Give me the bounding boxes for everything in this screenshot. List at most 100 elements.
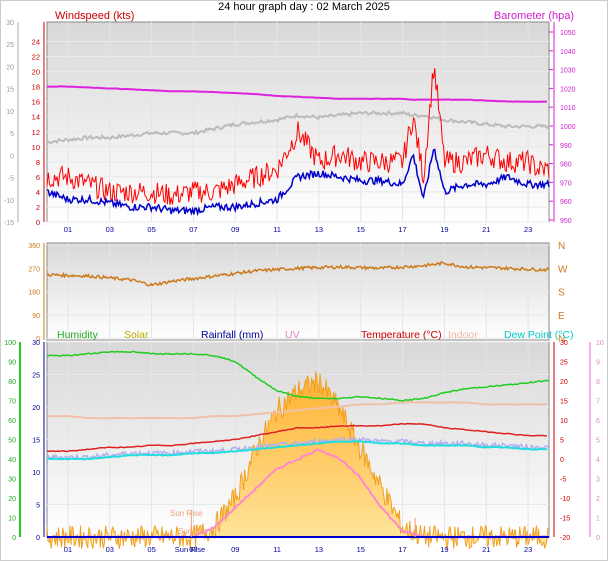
barometer-tick-label: 980 <box>560 162 572 169</box>
compass-label: W <box>558 264 568 275</box>
temperature-tick-label: -10 <box>4 198 14 205</box>
temperature-tick-label: 20 <box>560 379 568 386</box>
temperature-tick-label: 25 <box>6 42 14 49</box>
barometer-tick-label: 960 <box>560 199 572 206</box>
uv-tick-label: 9 <box>596 360 600 367</box>
dew-point-line <box>46 440 547 461</box>
barometer-tick-label: 970 <box>560 180 572 187</box>
wind-x-tick-label: 03 <box>106 225 114 234</box>
temperature-line <box>46 422 548 453</box>
humidity-tick-label: 10 <box>8 516 16 523</box>
compass-label: N <box>558 241 565 252</box>
humidity-tick-label: 50 <box>8 438 16 445</box>
temperature-tick-label: -10 <box>560 496 570 503</box>
sunrise-label: Sun Rise <box>170 509 203 518</box>
legend-temperature-c: Temperature (°C) <box>361 329 442 341</box>
bottom-x-tick-label: 03 <box>106 545 114 554</box>
bottom-x-tick-label: 15 <box>357 545 365 554</box>
wind-x-tick-label: 01 <box>64 225 72 234</box>
direction-tick-label: 0 <box>36 336 40 343</box>
rainfall-tick-label: 30 <box>32 340 40 347</box>
wind-x-tick-label: 23 <box>524 225 532 234</box>
barometer-tick-label: 1020 <box>560 86 576 93</box>
uv-tick-label: 10 <box>596 340 604 347</box>
wind-tick-label: 10 <box>32 143 40 152</box>
humidity-tick-label: 70 <box>8 399 16 406</box>
legend-humidity: Humidity <box>57 329 99 341</box>
barometer-tick-label: 1040 <box>560 49 576 56</box>
windspeed-line <box>46 148 550 217</box>
humidity-tick-label: 90 <box>8 360 16 367</box>
humidity-tick-label: 30 <box>8 477 16 484</box>
temperature-tick-label: 10 <box>6 109 14 116</box>
temperature-tick-label: 10 <box>560 418 568 425</box>
legend-solar: Solar <box>124 329 149 341</box>
wind-x-tick-label: 21 <box>482 225 490 234</box>
temperature-tick-label: 15 <box>6 87 14 94</box>
wind-axis-title: Windspeed (kts) <box>55 10 134 22</box>
gust-line <box>46 68 550 206</box>
temperature-tick-label: 0 <box>10 153 14 160</box>
legend-indoor: Indoor <box>448 329 478 341</box>
wind-tick-label: 4 <box>36 188 40 197</box>
bottom-x-tick-label: 11 <box>273 545 281 554</box>
direction-tick-label: 90 <box>32 313 40 320</box>
wind-tick-label: 6 <box>36 173 40 182</box>
bottom-x-tick-label: 05 <box>147 545 155 554</box>
wind-x-tick-label: 17 <box>398 225 406 234</box>
barometer-tick-label: 950 <box>560 218 572 225</box>
wind-tick-label: 20 <box>32 68 40 77</box>
temperature-tick-label: -5 <box>560 477 566 484</box>
direction-tick-label: 270 <box>28 266 40 273</box>
wind-x-tick-label: 15 <box>357 225 365 234</box>
humidity-tick-label: 20 <box>8 496 16 503</box>
wind-x-tick-label: 19 <box>440 225 448 234</box>
wind-x-tick-label: 07 <box>189 225 197 234</box>
temperature-tick-label: 5 <box>560 438 564 445</box>
bottom-x-tick-label: 17 <box>398 545 406 554</box>
compass-label: N <box>558 334 565 345</box>
temperature-tick-label: -5 <box>8 176 14 183</box>
uv-tick-label: 6 <box>596 418 600 425</box>
humidity-tick-label: 80 <box>8 379 16 386</box>
chart-title: 24 hour graph day : 02 March 2025 <box>218 1 390 13</box>
temperature-tick-label: -15 <box>560 516 570 523</box>
wind-tick-label: 22 <box>32 53 40 62</box>
temperature-tick-label: 15 <box>560 399 568 406</box>
direction-tick-label: 180 <box>28 290 40 297</box>
uv-tick-label: 4 <box>596 457 600 464</box>
uv-tick-label: 1 <box>596 516 600 523</box>
temperature-tick-label: 5 <box>10 131 14 138</box>
bottom-x-tick-label: 13 <box>315 545 323 554</box>
barometer-tick-label: 1050 <box>560 30 576 37</box>
temperature-tick-label: 25 <box>560 360 568 367</box>
temperature-tick-label: -15 <box>4 220 14 227</box>
temperature-background-line <box>46 109 550 145</box>
wind-tick-label: 14 <box>32 113 40 122</box>
sunset-label: Sun Set <box>178 527 207 536</box>
uv-tick-label: 8 <box>596 379 600 386</box>
uv-tick-label: 7 <box>596 399 600 406</box>
temperature-tick-label: 30 <box>6 20 14 27</box>
compass-label: E <box>558 311 565 322</box>
humidity-tick-label: 60 <box>8 418 16 425</box>
legend-rainfall-mm: Rainfall (mm) <box>201 329 263 341</box>
barometer-tick-label: 990 <box>560 143 572 150</box>
uv-tick-label: 5 <box>596 438 600 445</box>
humidity-tick-label: 40 <box>8 457 16 464</box>
rainfall-tick-label: 0 <box>36 535 40 542</box>
wind-tick-label: 2 <box>36 203 40 212</box>
wind-x-tick-label: 05 <box>147 225 155 234</box>
humidity-tick-label: 100 <box>4 340 16 347</box>
barometer-tick-label: 1010 <box>560 105 576 112</box>
barometer-tick-label: 1000 <box>560 124 576 131</box>
indoor-line <box>46 401 547 420</box>
wind-tick-label: 18 <box>32 83 40 92</box>
wind-tick-label: 16 <box>32 98 40 107</box>
wind-tick-label: 0 <box>36 218 40 227</box>
barometer-tick-label: 1030 <box>560 68 576 75</box>
rainfall-tick-label: 15 <box>32 438 40 445</box>
sunrise-axis-label: Sun Rise <box>175 545 205 554</box>
compass-label: S <box>558 288 565 299</box>
